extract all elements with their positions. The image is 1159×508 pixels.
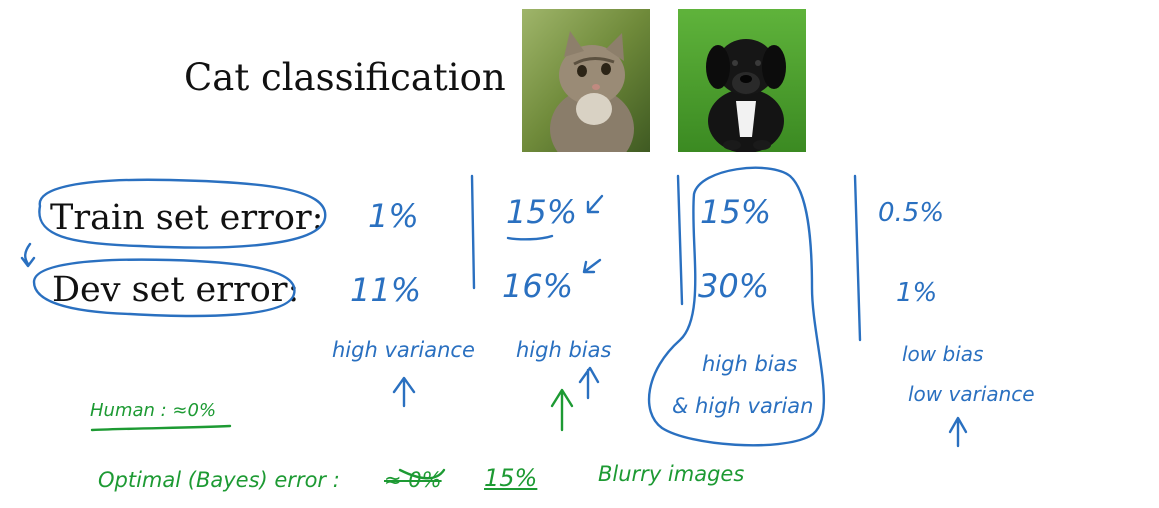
column-divider-2 <box>676 174 684 306</box>
bayes-error-old-value: ≈ 0% <box>384 468 442 492</box>
case4-train-error: 0.5% <box>878 198 945 228</box>
cat-image <box>522 9 650 152</box>
strike-0 <box>398 468 446 480</box>
arrow-dev-16 <box>582 258 602 274</box>
slide-title: Cat classification <box>184 56 506 99</box>
column-divider-1 <box>470 174 476 290</box>
up-arrow-variance <box>392 376 416 408</box>
human-underline <box>90 424 232 432</box>
case4-diagnosis-line1: low bias <box>902 342 984 366</box>
up-arrow-bias-blue <box>578 366 600 400</box>
case4-diagnosis-line2: low variance <box>908 382 1035 406</box>
case3-dev-error: 30% <box>698 267 770 305</box>
bayes-error-new-value: 15% <box>484 464 538 492</box>
dev-set-error-label: Dev set error: <box>52 270 300 310</box>
case1-train-error: 1% <box>368 197 419 235</box>
column-divider-3 <box>853 174 862 342</box>
case3-diagnosis-line2: & high varian <box>672 394 814 418</box>
case4-dev-error: 1% <box>896 278 938 308</box>
blurry-images-note: Blurry images <box>598 462 745 486</box>
case2-dev-error: 16% <box>502 267 574 305</box>
third-case-outline <box>647 166 826 447</box>
bayes-error-label: Optimal (Bayes) error : <box>98 468 340 492</box>
train-label-circle <box>38 178 327 249</box>
case1-diagnosis: high variance <box>332 338 475 362</box>
case1-dev-error: 11% <box>350 271 422 309</box>
train-set-error-label: Train set error: <box>50 198 324 238</box>
up-arrow-bias-green <box>550 388 574 432</box>
up-arrow-low <box>948 416 968 448</box>
underline-15 <box>506 234 554 241</box>
arrow-train-15 <box>586 194 604 214</box>
dog-image <box>678 9 806 152</box>
dev-label-circle <box>32 258 296 318</box>
case2-diagnosis: high bias <box>516 338 612 362</box>
case2-train-error: 15% <box>506 193 578 231</box>
human-error-note: Human : ≈0% <box>90 400 217 421</box>
case3-train-error: 15% <box>700 193 772 231</box>
case3-diagnosis-line1: high bias <box>702 352 798 376</box>
